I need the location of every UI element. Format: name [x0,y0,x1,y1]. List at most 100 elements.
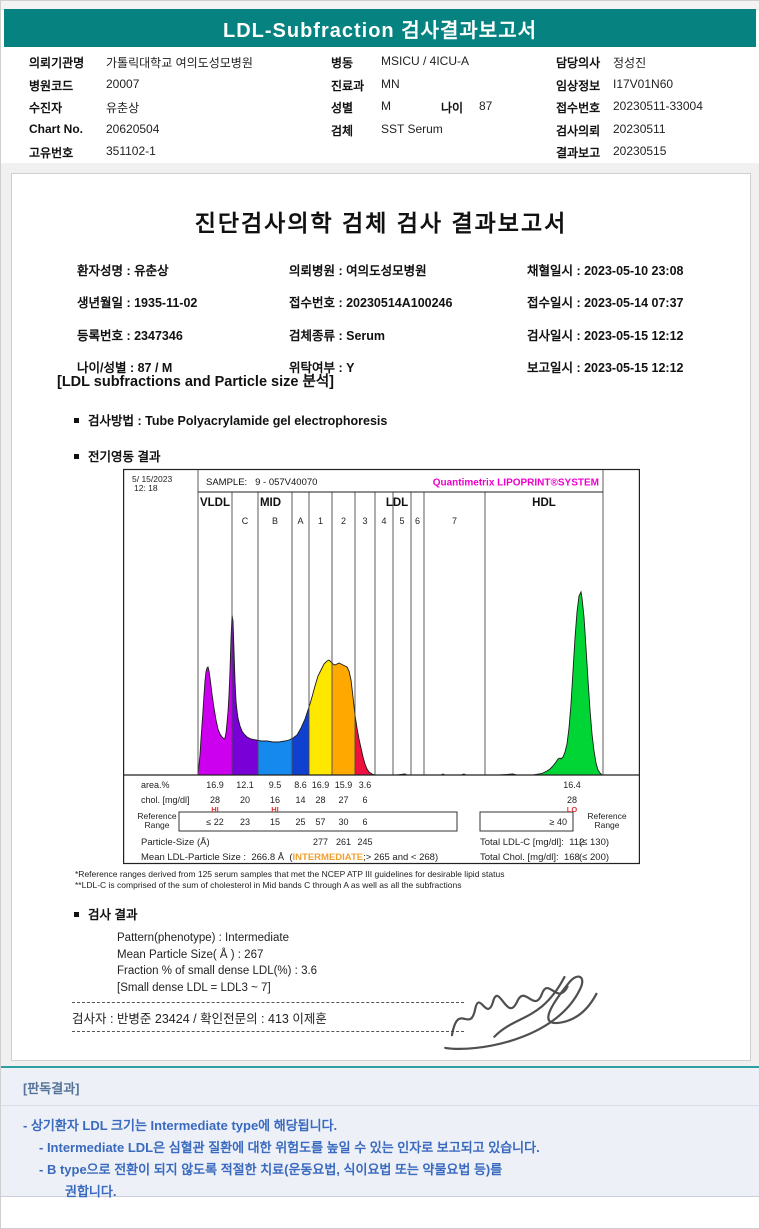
svg-text:A: A [297,516,303,526]
footnote-1: *Reference ranges derived from 125 serum… [75,869,505,879]
svg-text:Range: Range [144,820,169,830]
svg-text:6: 6 [362,795,367,805]
info-value: 20620504 [106,121,160,136]
svg-text:SAMPLE: 9 - 057V40070: SAMPLE: 9 - 057V40070 [206,477,317,488]
result-lines: Pattern(phenotype) : Intermediate Mean Pa… [117,930,317,996]
info-label: 진료과 [331,78,365,93]
section-title: [LDL subfractions and Particle size 분석] [57,374,334,390]
svg-text:15: 15 [270,817,280,827]
electrophoresis-line: 전기영동 결과 [74,446,160,465]
svg-text:MID: MID [260,497,281,509]
svg-text:16: 16 [270,795,280,805]
svg-text:Mean LDL-Particle Size : 266.: Mean LDL-Particle Size : 266.8 Å (INTERM… [141,852,438,863]
method-line: 검사방법 : Tube Polyacrylamide gel electroph… [74,410,387,429]
result-heading: 검사 결과 [74,904,137,923]
examiner-line: 검사자 : 반병준 23424 / 확인전문의 : 413 이제훈 [72,1012,327,1026]
svg-text:Reference: Reference [587,811,626,821]
document-title: 진단검사의학 검체 검사 결과보고서 [194,210,568,236]
report-field: 보고일시 : 2023-05-15 12:12 [527,361,684,375]
svg-text:28: 28 [210,795,220,805]
info-value: 20230511-33004 [613,99,703,113]
interpretation-lines: - 상기환자 LDL 크기는 Intermediate type에 해당됩니다.… [1,1115,759,1203]
info-label: 병원코드 [29,78,74,93]
info-label: 검체 [331,123,354,138]
report-field: 채혈일시 : 2023-05-10 23:08 [527,264,684,278]
svg-text:LDL: LDL [386,497,408,509]
info-value: 가톨릭대학교 여의도성모병원 [106,56,253,70]
report-field: 검사일시 : 2023-05-15 12:12 [527,329,684,343]
svg-text:12.1: 12.1 [236,780,254,790]
svg-text:Quantimetrix LIPOPRINT®SYSTEM: Quantimetrix LIPOPRINT®SYSTEM [433,478,599,489]
svg-text:C: C [242,516,249,526]
report-field: 위탁여부 : Y [289,361,355,375]
result-line: Pattern(phenotype) : Intermediate [117,932,289,944]
info-label: 결과보고 [556,146,601,160]
svg-text:7: 7 [452,516,457,526]
info-value: 20230511 [613,121,666,136]
svg-text:3: 3 [362,516,367,526]
svg-text:261: 261 [336,837,351,847]
svg-text:245: 245 [357,837,372,847]
info-label: 접수번호 [556,101,601,115]
report-field: 의뢰병원 : 여의도성모병원 [289,264,427,278]
report-field: 나이/성별 : 87 / M [77,361,173,375]
info-label: 병동 [331,56,354,70]
svg-text:277: 277 [313,837,328,847]
interpretation-line: - B type으로 전환이 되지 않도록 적절한 치료(운동요법, 식이요법 … [39,1162,503,1177]
svg-text:≤ 22: ≤ 22 [206,817,223,827]
info-label: 나이 [441,101,464,115]
result-line: Fraction % of small dense LDL(%) : 3.6 [117,965,318,977]
svg-text:HI: HI [211,805,219,814]
svg-text:16.4: 16.4 [563,780,581,790]
info-value: 20007 [106,76,140,91]
svg-text:B: B [272,516,278,526]
svg-text:≥ 40: ≥ 40 [550,817,567,827]
info-value: 87 [479,99,493,113]
svg-text:area.%: area.% [141,780,170,790]
svg-text:HI: HI [271,805,279,814]
interpretation-line: - Intermediate LDL은 심혈관 질환에 대한 위험도를 높일 수… [39,1140,540,1155]
svg-text:16.9: 16.9 [312,780,330,790]
report-field: 접수번호 : 20230514A100246 [289,296,453,310]
interpretation-line: 권합니다. [65,1184,117,1199]
svg-text:(≤ 200): (≤ 200) [579,852,609,863]
svg-text:2: 2 [341,516,346,526]
report-title-bar: LDL-Subfraction 검사결과보고서 [4,9,756,47]
info-value: MSICU / 4ICU-A [381,54,470,68]
svg-text:(≤ 130): (≤ 130) [579,837,609,848]
report-field: 접수일시 : 2023-05-14 07:37 [527,296,684,310]
info-value: M [381,99,391,113]
svg-text:VLDL: VLDL [200,497,230,509]
info-label: 임상정보 [556,78,601,93]
svg-text:Range: Range [594,820,619,830]
svg-text:4: 4 [381,516,386,526]
report-document: 진단검사의학 검체 검사 결과보고서 환자성명 : 유춘상 의뢰병원 : 여의도성… [11,173,751,1061]
info-label: 수진자 [29,101,63,115]
svg-text:8.6: 8.6 [294,780,307,790]
interpretation-panel: [판독결과] - 상기환자 LDL 크기는 Intermediate type에… [1,1066,759,1199]
info-value: 351102-1 [106,144,156,158]
result-line: Mean Particle Size( Å ) : 267 [117,948,264,961]
info-label: Chart No. [29,121,83,136]
interpretation-line: - 상기환자 LDL 크기는 Intermediate type에 해당됩니다. [23,1118,338,1133]
info-label: 의뢰기관명 [29,56,85,70]
svg-text:28: 28 [567,795,577,805]
svg-text:6: 6 [362,817,367,827]
svg-text:Reference: Reference [137,811,176,821]
result-line: [Small dense LDL = LDL3 ~ 7] [117,981,271,994]
svg-text:30: 30 [338,817,348,827]
svg-text:chol. [mg/dl]: chol. [mg/dl] [141,795,190,805]
info-value: I17V01N60 [613,76,674,91]
dashed-divider-bottom [72,1031,464,1032]
signature-scribble [432,966,607,1066]
svg-text:28: 28 [315,795,325,805]
svg-text:16.9: 16.9 [206,780,224,790]
svg-text:5/ 15/2023: 5/ 15/2023 [132,474,172,484]
info-value: 유춘상 [106,101,140,115]
svg-text:15.9: 15.9 [335,780,353,790]
page-title: LDL-Subfraction 검사결과보고서 [222,19,537,42]
dashed-divider-top [72,1002,464,1003]
svg-text:LO: LO [567,805,578,814]
